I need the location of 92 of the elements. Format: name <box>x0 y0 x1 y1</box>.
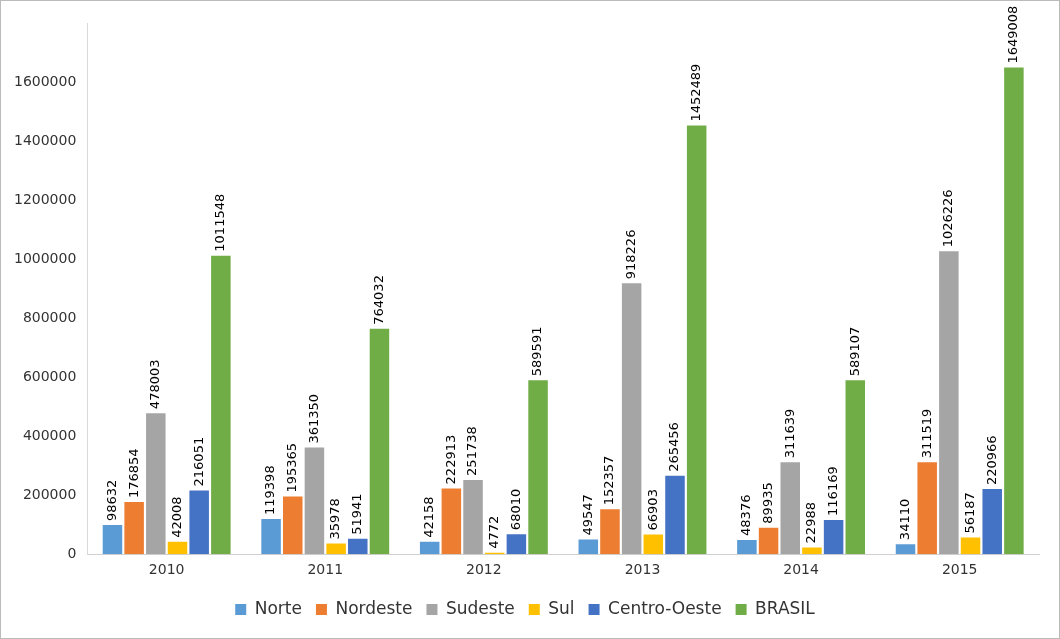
y-tick-label: 0 <box>67 544 77 561</box>
data-label: 1011548 <box>212 193 228 252</box>
data-label: 51941 <box>349 493 365 535</box>
bar <box>369 328 390 555</box>
legend-label: Norte <box>254 597 302 618</box>
data-label: 220966 <box>983 435 999 485</box>
bar <box>960 537 981 555</box>
bar <box>917 462 937 555</box>
bar <box>758 527 779 555</box>
bar <box>419 541 440 555</box>
bar <box>621 283 642 555</box>
x-tick-label: 2013 <box>624 561 661 578</box>
bar <box>506 534 527 555</box>
data-label: 195365 <box>284 442 300 493</box>
bar <box>895 544 916 555</box>
bar <box>643 534 664 555</box>
data-label: 89935 <box>759 482 775 524</box>
bar <box>326 543 346 555</box>
legend-label: Sudeste <box>445 597 515 618</box>
bar <box>982 488 1002 555</box>
data-label: 48376 <box>738 494 754 536</box>
data-label: 119398 <box>262 465 278 515</box>
bar <box>167 541 188 555</box>
legend-label: Centro-Oeste <box>608 597 722 618</box>
data-label: 589591 <box>529 326 545 377</box>
data-label: 66903 <box>644 489 660 531</box>
bar <box>261 518 281 555</box>
x-tick-label: 2011 <box>307 561 344 578</box>
data-label: 478003 <box>147 359 163 410</box>
y-tick-label: 400000 <box>22 426 77 443</box>
bar <box>211 255 231 555</box>
data-label: 1452489 <box>688 63 704 122</box>
data-label: 49547 <box>579 494 595 536</box>
bar <box>1004 67 1024 555</box>
x-tick-label: 2010 <box>148 561 185 578</box>
data-label: 34110 <box>896 498 912 541</box>
bar <box>124 502 144 555</box>
legend-label: BRASIL <box>755 597 816 618</box>
data-label: 68010 <box>507 488 523 531</box>
data-label: 4772 <box>486 515 502 549</box>
y-tick-label: 1200000 <box>13 190 77 207</box>
bar <box>823 519 844 555</box>
data-label: 1026226 <box>940 189 956 248</box>
bar <box>939 251 959 555</box>
bar <box>845 380 866 555</box>
data-label: 56187 <box>961 492 977 534</box>
data-label: 152357 <box>601 455 617 506</box>
data-label: 311519 <box>918 408 934 459</box>
y-tick-label: 1000000 <box>13 249 77 266</box>
bar <box>737 539 757 555</box>
data-label: 42158 <box>421 496 437 538</box>
data-label: 42008 <box>168 496 184 538</box>
data-label: 311639 <box>781 408 797 459</box>
data-label: 98632 <box>103 479 119 522</box>
data-label: 361350 <box>305 393 321 444</box>
bar <box>665 475 685 555</box>
bar <box>463 479 483 555</box>
data-label: 116169 <box>824 466 840 516</box>
y-tick-label: 1600000 <box>13 72 77 89</box>
data-label: 918226 <box>623 229 639 280</box>
bar <box>686 125 707 555</box>
bar <box>146 413 166 555</box>
bar <box>282 496 303 555</box>
x-tick-label: 2015 <box>941 561 978 578</box>
y-tick-label: 200000 <box>22 485 77 502</box>
bar <box>578 539 599 555</box>
legend-label: Nordeste <box>335 597 413 618</box>
data-label: 22988 <box>803 502 819 544</box>
legend-label: Sul <box>548 597 575 618</box>
data-label: 216051 <box>190 436 206 487</box>
data-label: 764032 <box>370 275 386 325</box>
bar <box>600 509 620 555</box>
data-label: 251738 <box>464 426 480 476</box>
bar <box>102 525 123 555</box>
data-label: 265456 <box>666 422 682 472</box>
bar <box>189 490 209 555</box>
data-label: 589107 <box>846 326 862 377</box>
data-label: 1649008 <box>1005 5 1021 64</box>
data-label: 176854 <box>125 448 141 499</box>
bar <box>528 380 548 555</box>
bar <box>441 488 462 555</box>
y-tick-label: 1400000 <box>13 131 77 148</box>
data-label: 222913 <box>442 434 458 485</box>
bar <box>780 462 800 555</box>
x-tick-label: 2012 <box>466 561 502 578</box>
y-tick-label: 600000 <box>22 367 77 384</box>
bar <box>348 538 368 555</box>
data-label: 35978 <box>327 498 343 540</box>
bar <box>802 547 822 555</box>
x-tick-label: 2014 <box>783 561 819 578</box>
y-tick-label: 800000 <box>22 308 77 325</box>
bar <box>304 447 325 555</box>
